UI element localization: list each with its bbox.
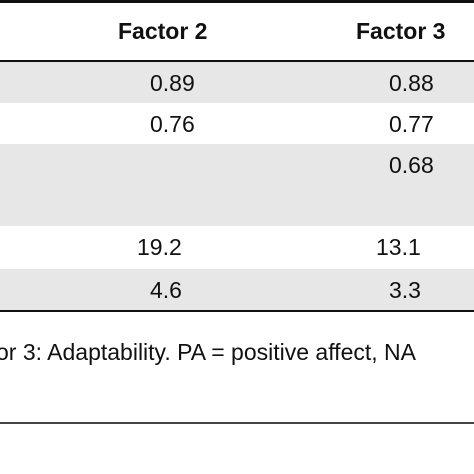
cell-factor-3: 0.77 [389,111,434,137]
footnote-bottom-rule [0,422,474,424]
header-factor-2: Factor 2 [118,18,208,44]
cell-factor-2: 0.76 [150,111,195,137]
cell-factor-2: 0.89 [150,70,195,96]
cell-factor-3: 13.1 [376,234,421,260]
table-row: 0.89 0.88 [0,62,474,103]
cell-factor-2: 4.6 [150,277,182,303]
header-bottom-rule [0,60,474,62]
table-header-row: Factor 2 Factor 3 [0,3,474,60]
table-row-shade [0,185,474,226]
table-top-rule [0,0,474,3]
cell-factor-2: 19.2 [137,234,182,260]
table-row: 0.76 0.77 [0,103,474,144]
table-row: 0.68 [0,144,474,185]
table-footnote: or 3: Adaptability. PA = positive affect… [0,339,416,365]
table-row: 4.6 3.3 [0,269,474,310]
cell-factor-3: 0.88 [389,70,434,96]
cell-factor-3: 0.68 [389,152,434,178]
table-row: 19.2 13.1 [0,226,474,267]
table-bottom-rule [0,310,474,312]
cell-factor-3: 3.3 [389,277,421,303]
header-factor-3: Factor 3 [356,18,446,44]
